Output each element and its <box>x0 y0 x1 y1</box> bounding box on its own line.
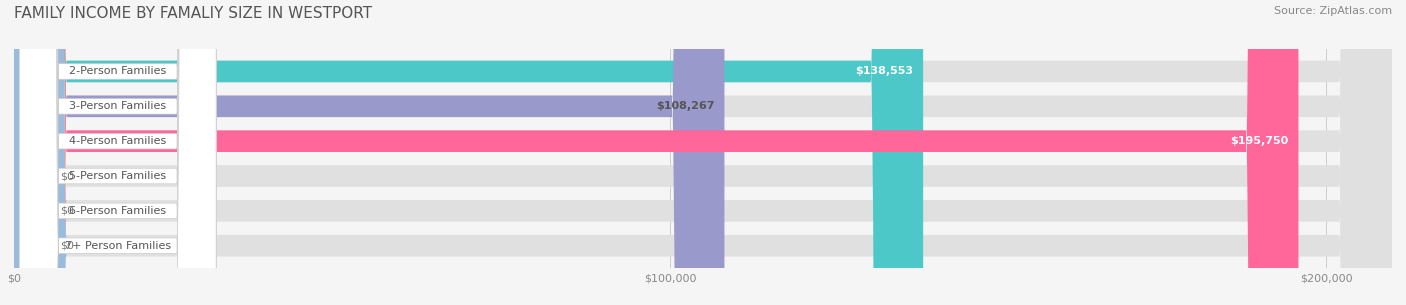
Text: Source: ZipAtlas.com: Source: ZipAtlas.com <box>1274 6 1392 16</box>
Text: $195,750: $195,750 <box>1230 136 1288 146</box>
Text: 3-Person Families: 3-Person Families <box>69 101 166 111</box>
Text: 2-Person Families: 2-Person Families <box>69 66 166 77</box>
FancyBboxPatch shape <box>20 0 217 305</box>
FancyBboxPatch shape <box>14 0 1392 305</box>
FancyBboxPatch shape <box>14 0 924 305</box>
FancyBboxPatch shape <box>0 0 66 305</box>
Text: $0: $0 <box>60 171 75 181</box>
FancyBboxPatch shape <box>14 0 1392 305</box>
Text: 7+ Person Families: 7+ Person Families <box>65 241 170 251</box>
FancyBboxPatch shape <box>14 0 724 305</box>
FancyBboxPatch shape <box>14 0 1298 305</box>
Text: 5-Person Families: 5-Person Families <box>69 171 166 181</box>
FancyBboxPatch shape <box>0 0 66 305</box>
FancyBboxPatch shape <box>20 0 217 305</box>
FancyBboxPatch shape <box>14 0 1392 305</box>
Text: $138,553: $138,553 <box>855 66 914 77</box>
FancyBboxPatch shape <box>20 0 217 305</box>
FancyBboxPatch shape <box>20 0 217 305</box>
FancyBboxPatch shape <box>0 0 66 305</box>
Text: $0: $0 <box>60 206 75 216</box>
Text: $0: $0 <box>60 241 75 251</box>
FancyBboxPatch shape <box>14 0 1392 305</box>
Text: 4-Person Families: 4-Person Families <box>69 136 166 146</box>
FancyBboxPatch shape <box>20 0 217 305</box>
FancyBboxPatch shape <box>14 0 1392 305</box>
FancyBboxPatch shape <box>20 0 217 305</box>
Text: $108,267: $108,267 <box>657 101 714 111</box>
FancyBboxPatch shape <box>14 0 1392 305</box>
Text: FAMILY INCOME BY FAMALIY SIZE IN WESTPORT: FAMILY INCOME BY FAMALIY SIZE IN WESTPOR… <box>14 6 373 21</box>
Text: 6-Person Families: 6-Person Families <box>69 206 166 216</box>
